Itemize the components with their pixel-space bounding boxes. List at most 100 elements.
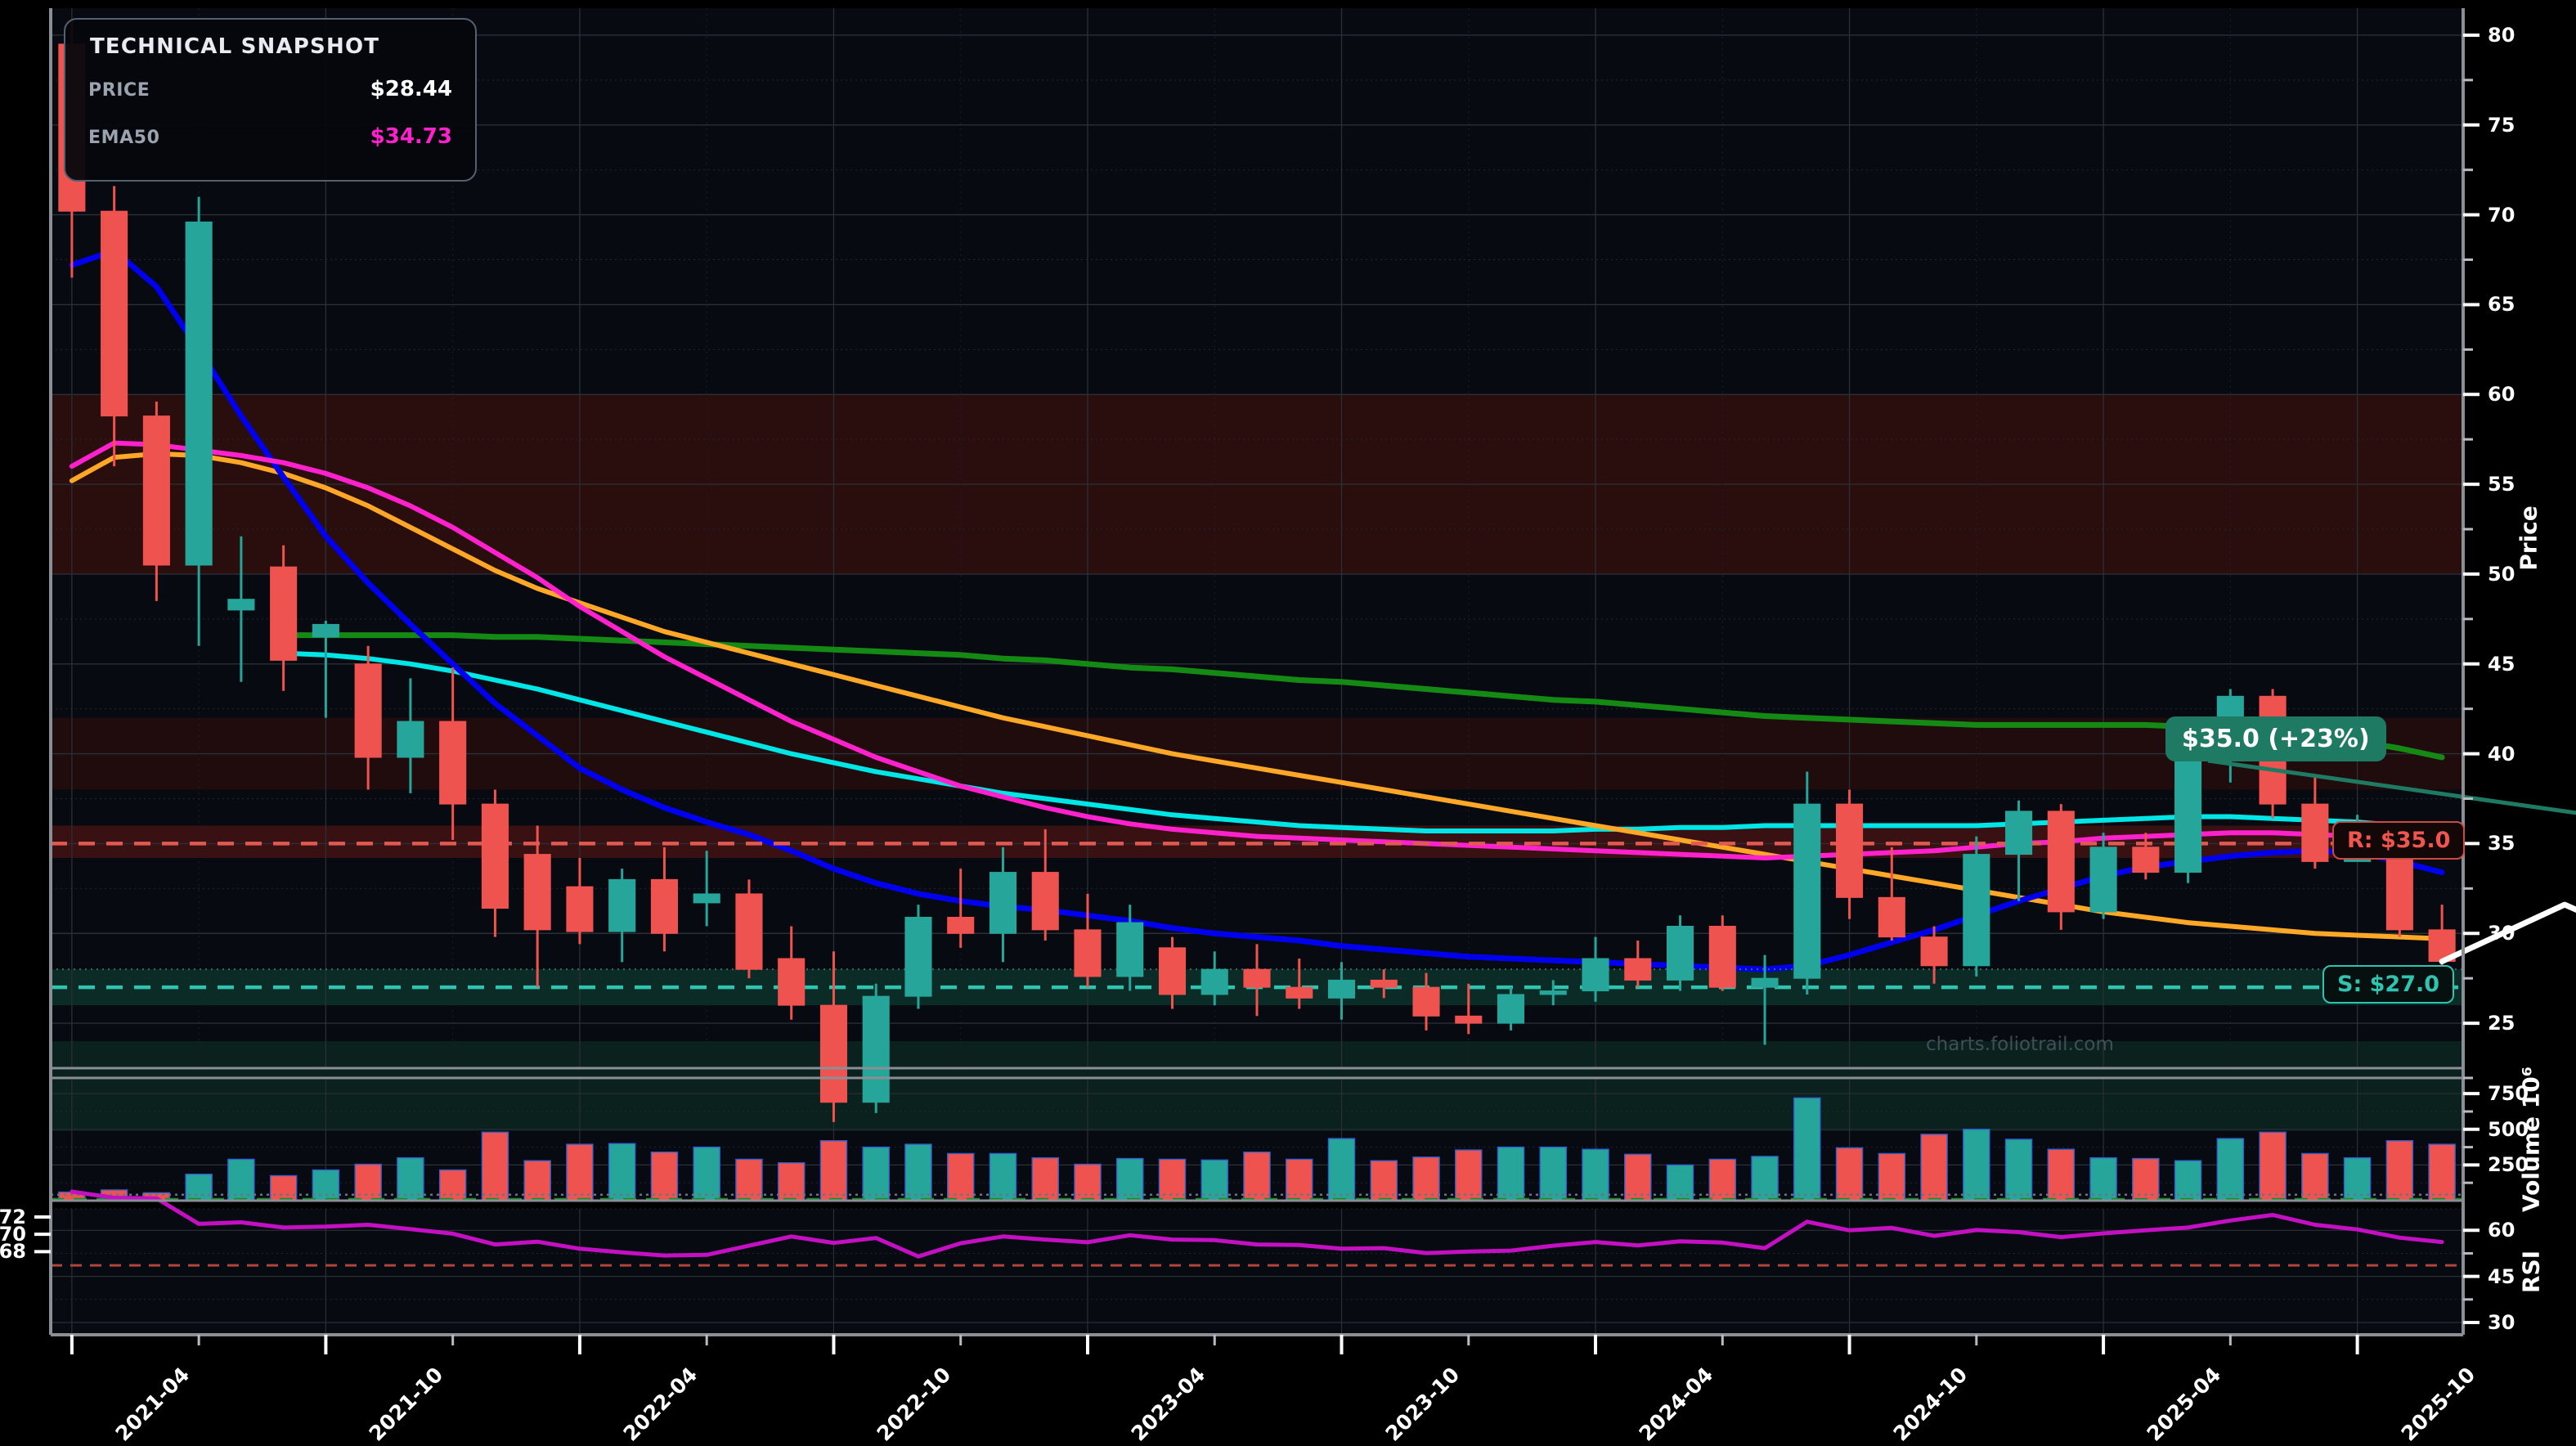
candle-body (2005, 811, 2033, 855)
snapshot-row-ema50: EMA50 $34.73 (88, 124, 452, 149)
snapshot-ema50-value: $34.73 (370, 124, 452, 149)
candle-body (312, 623, 339, 638)
candle-body (1116, 922, 1144, 977)
candle-body (1074, 929, 1102, 977)
candle-body (1455, 1015, 1483, 1024)
forecast-path (2207, 758, 2576, 964)
volume-tick-label: 500 (2488, 1117, 2529, 1141)
candle-body (566, 886, 594, 932)
forecast-line (2439, 901, 2576, 964)
volume-bar (1624, 1153, 1652, 1201)
volume-bar (2004, 1138, 2033, 1201)
forecast-callout-leader (2207, 758, 2576, 815)
candle-body (1793, 803, 1821, 979)
price-tick-label: 45 (2488, 652, 2515, 676)
volume-bar (1793, 1097, 1821, 1201)
price-tick-label: 70 (2488, 203, 2515, 227)
candle-body (1708, 925, 1736, 988)
volume-bar (1878, 1152, 1906, 1201)
candle-body (185, 221, 213, 566)
candle-body (270, 566, 298, 661)
candle-body (2132, 846, 2160, 873)
candle-body (1031, 872, 1059, 931)
price-tick-label: 25 (2488, 1012, 2515, 1035)
ma-line-orange (69, 451, 2445, 941)
price-axis-title: Price (2515, 505, 2542, 571)
volume-bar (904, 1143, 932, 1201)
candle-body (1497, 994, 1525, 1024)
rsi-axis-title: RSI (2517, 1250, 2545, 1294)
candle-body (481, 803, 509, 909)
support-level-label: S: $27.0 (2322, 965, 2455, 1004)
candle-body (1667, 925, 1694, 981)
snapshot-row-price: PRICE $28.44 (88, 77, 452, 101)
volume-bar (566, 1143, 594, 1201)
candle-body (2174, 742, 2202, 873)
price-tick-label: 30 (2488, 922, 2515, 945)
candle-body (1836, 803, 1864, 898)
volume-bar (1835, 1147, 1864, 1201)
volume-bar (523, 1160, 551, 1201)
volume-tick-label: 750 (2488, 1082, 2529, 1106)
candle-body (2047, 811, 2075, 913)
candle-body (904, 916, 932, 997)
rsi-left-tick-label: 70 (0, 1223, 26, 1246)
axis-ticks (34, 8, 2480, 1354)
candle-body (608, 878, 636, 932)
volume-bar (269, 1174, 298, 1201)
sma20-line (69, 248, 2445, 972)
volume-bar (2089, 1156, 2117, 1201)
volume-bar (438, 1169, 467, 1201)
candle-body (1370, 979, 1398, 988)
price-tick-label: 55 (2488, 473, 2515, 496)
candlesticks (58, 20, 2456, 1122)
price-tick-label: 80 (2488, 23, 2515, 47)
rsi-line (70, 1189, 2444, 1259)
candle-body (778, 958, 806, 1006)
snapshot-ema50-label: EMA50 (88, 128, 160, 148)
snapshot-price-label: PRICE (88, 80, 150, 101)
volume-bar (2047, 1148, 2076, 1201)
candle-body (1751, 977, 1779, 988)
candle-body (1582, 958, 1609, 992)
price-tick-label: 65 (2488, 293, 2515, 317)
volume-bar (481, 1131, 509, 1201)
ma-line-cyan (280, 650, 2445, 833)
resistance-level-label: R: $35.0 (2332, 821, 2466, 860)
ema50-line (69, 440, 2445, 860)
candle-body (947, 916, 975, 934)
candle-body (1158, 947, 1187, 995)
candle-body (650, 878, 678, 934)
price-tick-label: 60 (2488, 383, 2515, 406)
candle-body (523, 854, 551, 931)
volume-bar (1455, 1149, 1483, 1201)
candle-body (227, 599, 255, 611)
volume-bar (1539, 1146, 1568, 1201)
volume-bar (2385, 1140, 2414, 1201)
snapshot-price-value: $28.44 (370, 77, 452, 101)
candle-body (1200, 968, 1228, 995)
candle-body (1878, 896, 1905, 938)
volume-bar (946, 1152, 975, 1201)
rsi-panel-bg (51, 1209, 2463, 1335)
volume-bar (2216, 1138, 2245, 1201)
snapshot-title: TECHNICAL SNAPSHOT (90, 34, 380, 59)
volume-tick-label: 250 (2488, 1153, 2529, 1177)
volume-bar (1327, 1138, 1356, 1201)
candle-body (142, 415, 170, 566)
volume-bar (312, 1169, 340, 1201)
candle-body (1963, 854, 1990, 967)
rsi-left-tick-label: 68 (0, 1240, 26, 1264)
candle-body (693, 893, 720, 904)
panel-backgrounds (51, 8, 2463, 1335)
volume-bar (650, 1151, 679, 1201)
candle-body (735, 893, 763, 970)
price-tick-label: 75 (2488, 113, 2515, 137)
candle-body (397, 721, 424, 758)
candle-body (101, 210, 128, 417)
candle-body (2301, 803, 2329, 862)
moving-average-lines (69, 248, 2445, 972)
volume-bar (1920, 1134, 1948, 1201)
candle-body (819, 1004, 848, 1103)
